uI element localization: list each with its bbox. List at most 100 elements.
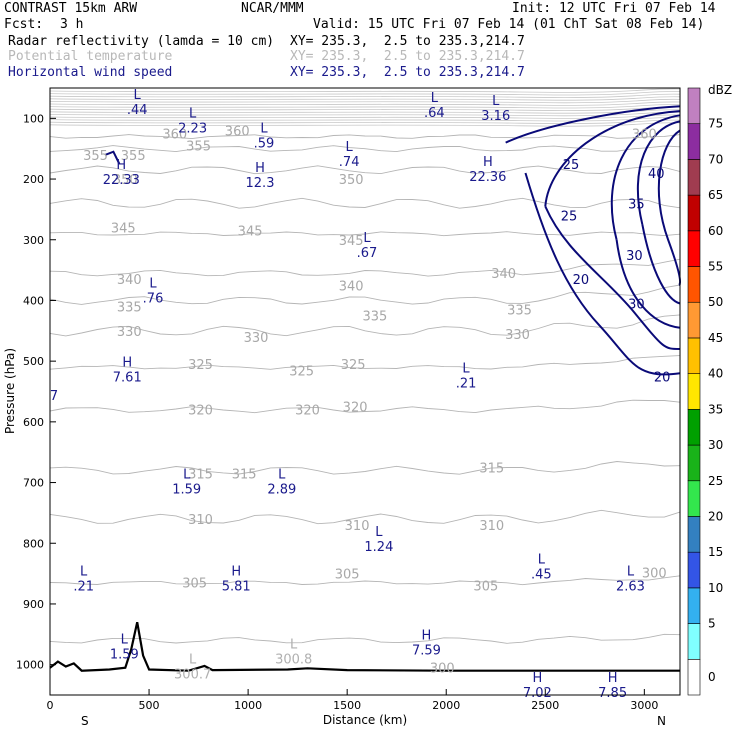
colorbar-level-label: 10 [708,581,723,595]
theta-extremum-marker: L [189,653,197,668]
field-wind-xy: XY= 235.3, 2.5 to 235.3,214.7 [290,65,525,80]
extremum-value: 1.24 [364,540,393,555]
colorbar-level-label: 55 [708,260,723,274]
colorbar-bin [687,444,701,482]
theta-label: 360 [225,124,250,139]
extremum-marker: L [375,525,383,540]
extremum-marker: L [492,94,500,109]
wind-speed-label: 20 [654,370,671,385]
extremum-marker: H [231,565,241,580]
theta-contour [49,91,681,96]
colorbar-bin [687,587,701,624]
theta-contour [49,231,681,237]
x-tick-label: 0 [47,699,54,712]
extremum-marker: H [532,671,542,686]
colorbar-unit-label: dBZ [708,83,732,97]
wind-speed-contour [105,150,121,165]
x-tick-label: 2500 [531,699,559,712]
theta-label: 300 [642,566,667,581]
colorbar-level-label: 15 [708,545,723,559]
colorbar-level-label: 65 [708,188,723,202]
theta-contour [49,399,681,414]
extremum-value: 1.59 [172,483,201,498]
colorbar-level-label: 25 [708,474,723,488]
theta-label: 355 [121,149,146,164]
field-reflectivity-name: Radar reflectivity (lamda = 10 cm) [8,34,275,49]
theta-label: 340 [491,267,516,282]
wind-speed-contour [505,105,681,144]
theta-label: 330 [117,325,142,340]
fcst-value: 3 h [60,17,84,32]
extremum-value: .76 [143,291,164,306]
plot-frame [49,87,681,696]
extremum-value: 1.59 [110,648,139,663]
theta-label: 355 [83,149,108,164]
wind-speed-label: 25 [561,209,578,224]
theta-label: 360 [632,128,657,143]
colorbar-level-label: 35 [708,402,723,416]
y-tick-label: 1000 [16,659,44,672]
extremum-marker: H [608,671,618,686]
extremum-value: .74 [339,155,360,170]
theta-label: 315 [188,467,213,482]
extremum-marker: L [627,565,635,580]
wind-speed-label: 25 [563,158,580,173]
theta-label: 350 [113,173,138,188]
theta-label: 305 [473,580,498,595]
wind-speed-label: 40 [648,167,665,182]
extremum-value: 7.59 [412,643,441,658]
theta-label: 310 [188,513,213,528]
theta-label: 340 [339,279,364,294]
theta-contour [49,114,681,119]
colorbar-bin [687,194,701,232]
colorbar-bin [687,551,701,589]
wind-speed-contour [641,224,681,305]
extremum-marker: L [80,565,88,580]
extremum-value: .21 [73,580,94,595]
theta-label: 335 [117,301,142,316]
y-axis-title: Pressure (hPa) [3,348,17,434]
init-time: Init: 12 UTC Fri 07 Feb 14 [512,1,716,16]
extremum-value: 7.85 [598,686,627,701]
theta-contour [49,104,681,109]
colorbar-bin [687,266,701,303]
theta-contour [49,119,681,125]
y-tick-label: 800 [23,537,44,550]
x-tick-label: 500 [139,699,160,712]
colorbar-level-label: 50 [708,295,723,309]
colorbar-bin [687,230,701,267]
theta-label: 330 [244,331,269,346]
theta-contour [49,575,681,586]
extremum-marker: L [189,106,197,121]
wind-speed-contour [544,205,681,351]
extremum-marker: L [431,91,439,106]
theta-label: 355 [186,140,211,155]
theta-contour [49,122,681,127]
extremum-value: 2.23 [178,121,207,136]
field-wind-name: Horizontal wind speed [8,65,173,80]
y-tick-label: 600 [23,416,44,429]
extremum-value: 7.61 [113,370,142,385]
y-tick-label: 900 [23,598,44,611]
colorbar-bin [687,409,701,446]
theta-label: 310 [479,519,504,534]
colorbar-level-label: 30 [708,438,723,452]
theta-label: 350 [339,173,364,188]
colorbar-bin [687,658,701,696]
theta-contour [49,96,681,101]
extremum-marker: H [255,161,265,176]
theta-label: 305 [182,577,207,592]
theta-label: 315 [232,467,257,482]
extremum-value: .64 [424,106,445,121]
theta-label: 335 [507,304,532,319]
extremum-value: .45 [531,568,552,583]
colorbar-bin [687,159,701,196]
wind-speed-label: 30 [626,249,643,264]
theta-contour [49,98,681,104]
extremum-marker: L [346,140,354,155]
theta-label: 330 [505,328,530,343]
x-tick-label: 1000 [234,699,262,712]
y-tick-label: 500 [23,355,44,368]
theta-label: 320 [188,404,213,419]
